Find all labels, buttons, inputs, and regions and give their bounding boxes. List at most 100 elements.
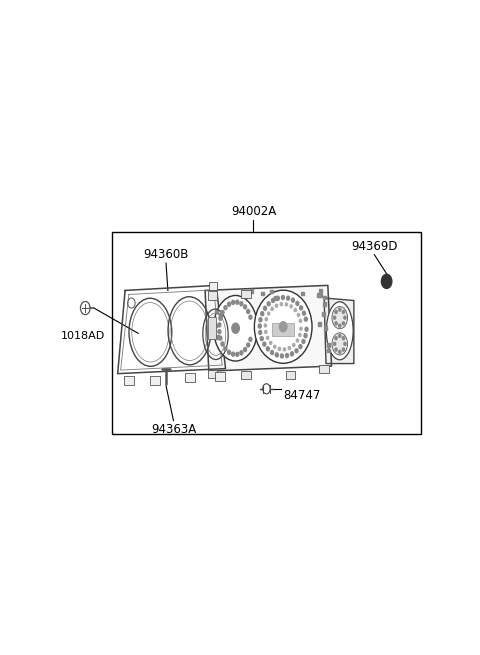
Circle shape bbox=[304, 317, 307, 321]
Circle shape bbox=[221, 310, 224, 314]
Circle shape bbox=[291, 298, 294, 302]
Circle shape bbox=[296, 339, 299, 342]
Bar bbox=[323, 302, 325, 305]
Bar bbox=[324, 326, 326, 330]
Circle shape bbox=[258, 324, 261, 328]
Circle shape bbox=[247, 309, 250, 314]
Bar bbox=[318, 322, 321, 326]
Bar bbox=[319, 293, 322, 297]
Circle shape bbox=[260, 337, 263, 341]
Bar bbox=[324, 295, 326, 299]
Bar bbox=[216, 335, 219, 339]
Ellipse shape bbox=[326, 302, 353, 360]
Bar bbox=[327, 343, 330, 346]
Circle shape bbox=[224, 346, 227, 351]
Bar bbox=[208, 317, 216, 339]
Circle shape bbox=[232, 323, 240, 333]
Circle shape bbox=[218, 329, 221, 333]
Bar bbox=[219, 313, 222, 316]
Ellipse shape bbox=[332, 307, 348, 329]
Bar bbox=[272, 323, 294, 336]
Circle shape bbox=[290, 352, 293, 356]
Circle shape bbox=[300, 328, 302, 330]
Circle shape bbox=[293, 343, 295, 346]
Bar bbox=[112, 233, 421, 434]
Circle shape bbox=[342, 337, 345, 340]
Circle shape bbox=[264, 307, 266, 310]
Ellipse shape bbox=[332, 333, 348, 355]
Circle shape bbox=[276, 353, 278, 357]
Circle shape bbox=[228, 350, 230, 354]
Circle shape bbox=[338, 308, 341, 311]
Circle shape bbox=[221, 342, 224, 346]
Circle shape bbox=[263, 342, 266, 346]
Circle shape bbox=[280, 303, 282, 306]
Bar bbox=[215, 372, 225, 381]
Circle shape bbox=[344, 343, 346, 345]
Circle shape bbox=[264, 324, 266, 327]
Bar bbox=[241, 290, 251, 298]
Bar bbox=[322, 312, 324, 316]
Circle shape bbox=[271, 350, 274, 354]
Bar bbox=[185, 373, 195, 383]
Circle shape bbox=[278, 347, 280, 350]
Circle shape bbox=[274, 345, 276, 348]
Circle shape bbox=[266, 336, 269, 339]
Circle shape bbox=[342, 322, 345, 325]
Circle shape bbox=[302, 339, 305, 343]
Circle shape bbox=[236, 352, 239, 356]
Circle shape bbox=[265, 318, 267, 321]
Circle shape bbox=[295, 349, 298, 353]
Ellipse shape bbox=[254, 290, 312, 364]
Circle shape bbox=[335, 322, 337, 325]
Circle shape bbox=[382, 274, 392, 288]
Bar bbox=[300, 291, 303, 295]
Circle shape bbox=[231, 352, 235, 356]
Text: 94363A: 94363A bbox=[151, 423, 196, 436]
Circle shape bbox=[249, 315, 252, 319]
Circle shape bbox=[287, 296, 289, 300]
Circle shape bbox=[299, 333, 301, 337]
Circle shape bbox=[276, 304, 277, 307]
Circle shape bbox=[283, 348, 286, 351]
Circle shape bbox=[240, 302, 243, 306]
Circle shape bbox=[247, 343, 250, 347]
Circle shape bbox=[338, 334, 341, 337]
Circle shape bbox=[297, 314, 300, 316]
Bar bbox=[317, 293, 320, 297]
Circle shape bbox=[338, 350, 341, 354]
Bar bbox=[319, 365, 329, 373]
Bar bbox=[150, 376, 160, 384]
Bar bbox=[319, 289, 322, 293]
Circle shape bbox=[276, 296, 279, 300]
Circle shape bbox=[261, 312, 264, 316]
Circle shape bbox=[219, 336, 222, 340]
Bar bbox=[274, 296, 277, 300]
Circle shape bbox=[240, 351, 243, 355]
Circle shape bbox=[249, 337, 252, 341]
Bar bbox=[208, 369, 217, 378]
Circle shape bbox=[231, 301, 235, 305]
Circle shape bbox=[236, 300, 239, 304]
Circle shape bbox=[219, 316, 222, 320]
Circle shape bbox=[243, 305, 247, 309]
Circle shape bbox=[288, 346, 290, 350]
Text: 94002A: 94002A bbox=[231, 205, 276, 218]
Circle shape bbox=[266, 347, 269, 351]
Circle shape bbox=[218, 323, 221, 327]
Bar bbox=[215, 324, 217, 328]
Circle shape bbox=[267, 312, 270, 315]
Circle shape bbox=[286, 354, 288, 358]
Circle shape bbox=[264, 330, 267, 333]
Bar bbox=[286, 371, 296, 379]
Circle shape bbox=[335, 348, 337, 351]
Circle shape bbox=[299, 345, 302, 348]
Circle shape bbox=[290, 305, 292, 308]
Polygon shape bbox=[324, 298, 354, 364]
Circle shape bbox=[335, 310, 337, 314]
Circle shape bbox=[302, 311, 305, 315]
Circle shape bbox=[296, 301, 299, 305]
Circle shape bbox=[228, 302, 230, 307]
Bar bbox=[241, 371, 251, 379]
Bar bbox=[208, 291, 217, 299]
